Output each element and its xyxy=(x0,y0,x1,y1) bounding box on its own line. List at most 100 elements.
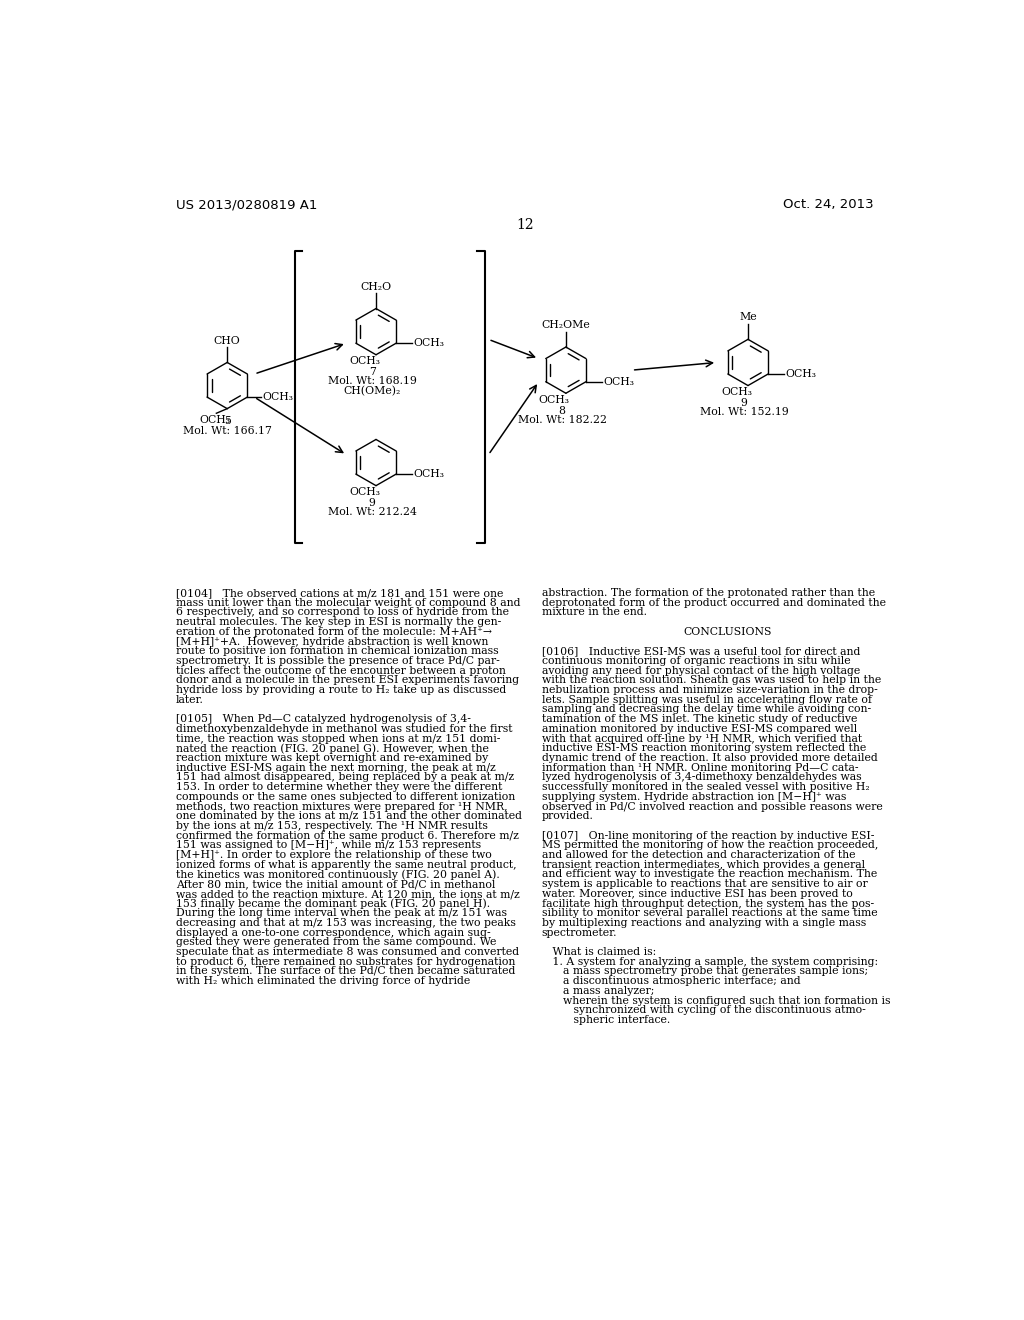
Text: tamination of the MS inlet. The kinetic study of reductive: tamination of the MS inlet. The kinetic … xyxy=(542,714,857,725)
Text: CH₂O: CH₂O xyxy=(360,281,391,292)
Text: displayed a one-to-one correspondence, which again sug-: displayed a one-to-one correspondence, w… xyxy=(176,928,490,937)
Text: and allowed for the detection and characterization of the: and allowed for the detection and charac… xyxy=(542,850,855,861)
Text: by the ions at m/z 153, respectively. The ¹H NMR results: by the ions at m/z 153, respectively. Th… xyxy=(176,821,487,830)
Text: spectrometry. It is possible the presence of trace Pd/C par-: spectrometry. It is possible the presenc… xyxy=(176,656,500,667)
Text: inductive ESI-MS again the next morning, the peak at m/z: inductive ESI-MS again the next morning,… xyxy=(176,763,496,772)
Text: Oct. 24, 2013: Oct. 24, 2013 xyxy=(783,198,873,211)
Text: inductive ESI-MS reaction monitoring system reflected the: inductive ESI-MS reaction monitoring sys… xyxy=(542,743,866,754)
Text: OCH₃: OCH₃ xyxy=(414,338,444,348)
Text: ionized forms of what is apparently the same neutral product,: ionized forms of what is apparently the … xyxy=(176,859,517,870)
Text: 153. In order to determine whether they were the different: 153. In order to determine whether they … xyxy=(176,783,503,792)
Text: abstraction. The formation of the protonated rather than the: abstraction. The formation of the proton… xyxy=(542,589,874,598)
Text: spectrometer.: spectrometer. xyxy=(542,928,617,937)
Text: 8: 8 xyxy=(558,405,565,416)
Text: CH(OMe)₂: CH(OMe)₂ xyxy=(343,385,400,396)
Text: methods, two reaction mixtures were prepared for ¹H NMR,: methods, two reaction mixtures were prep… xyxy=(176,801,508,812)
Text: OCH₃: OCH₃ xyxy=(539,395,569,405)
Text: lyzed hydrogenolysis of 3,4-dimethoxy benzaldehydes was: lyzed hydrogenolysis of 3,4-dimethoxy be… xyxy=(542,772,861,783)
Text: by multiplexing reactions and analyzing with a single mass: by multiplexing reactions and analyzing … xyxy=(542,917,866,928)
Text: mixture in the end.: mixture in the end. xyxy=(542,607,647,618)
Text: Mol. Wt: 212.24: Mol. Wt: 212.24 xyxy=(328,507,417,517)
Text: neutral molecules. The key step in ESI is normally the gen-: neutral molecules. The key step in ESI i… xyxy=(176,618,502,627)
Text: with the reaction solution. Sheath gas was used to help in the: with the reaction solution. Sheath gas w… xyxy=(542,676,881,685)
Text: 1. A system for analyzing a sample, the system comprising:: 1. A system for analyzing a sample, the … xyxy=(542,957,878,966)
Text: supplying system. Hydride abstraction ion [M−H]⁺ was: supplying system. Hydride abstraction io… xyxy=(542,792,846,801)
Text: OCH₃: OCH₃ xyxy=(200,414,230,425)
Text: During the long time interval when the peak at m/z 151 was: During the long time interval when the p… xyxy=(176,908,507,919)
Text: 9: 9 xyxy=(740,397,748,408)
Text: nebulization process and minimize size-variation in the drop-: nebulization process and minimize size-v… xyxy=(542,685,878,696)
Text: continuous monitoring of organic reactions in situ while: continuous monitoring of organic reactio… xyxy=(542,656,851,667)
Text: in the system. The surface of the Pd/C then became saturated: in the system. The surface of the Pd/C t… xyxy=(176,966,515,977)
Text: dynamic trend of the reaction. It also provided more detailed: dynamic trend of the reaction. It also p… xyxy=(542,752,878,763)
Text: transient reaction intermediates, which provides a general: transient reaction intermediates, which … xyxy=(542,859,865,870)
Text: observed in Pd/C involved reaction and possible reasons were: observed in Pd/C involved reaction and p… xyxy=(542,801,883,812)
Text: ticles affect the outcome of the encounter between a proton: ticles affect the outcome of the encount… xyxy=(176,665,506,676)
Text: the kinetics was monitored continuously (FIG. 20 panel A).: the kinetics was monitored continuously … xyxy=(176,870,500,880)
Text: confirmed the formation of the same product 6. Therefore m/z: confirmed the formation of the same prod… xyxy=(176,830,519,841)
Text: reaction mixture was kept overnight and re-examined by: reaction mixture was kept overnight and … xyxy=(176,752,488,763)
Text: route to positive ion formation in chemical ionization mass: route to positive ion formation in chemi… xyxy=(176,647,499,656)
Text: 6 respectively, and so correspond to loss of hydride from the: 6 respectively, and so correspond to los… xyxy=(176,607,509,618)
Text: speculate that as intermediate 8 was consumed and converted: speculate that as intermediate 8 was con… xyxy=(176,946,519,957)
Text: nated the reaction (FIG. 20 panel G). However, when the: nated the reaction (FIG. 20 panel G). Ho… xyxy=(176,743,488,754)
Text: compounds or the same ones subjected to different ionization: compounds or the same ones subjected to … xyxy=(176,792,515,801)
Text: [0105]   When Pd—C catalyzed hydrogenolysis of 3,4-: [0105] When Pd—C catalyzed hydrogenolysi… xyxy=(176,714,471,725)
Text: What is claimed is:: What is claimed is: xyxy=(542,946,656,957)
Text: lets. Sample splitting was useful in accelerating flow rate of: lets. Sample splitting was useful in acc… xyxy=(542,694,871,705)
Text: OCH₃: OCH₃ xyxy=(603,376,634,387)
Text: a mass analyzer;: a mass analyzer; xyxy=(542,986,654,995)
Text: gested they were generated from the same compound. We: gested they were generated from the same… xyxy=(176,937,497,948)
Text: sampling and decreasing the delay time while avoiding con-: sampling and decreasing the delay time w… xyxy=(542,705,871,714)
Text: 151 had almost disappeared, being replaced by a peak at m/z: 151 had almost disappeared, being replac… xyxy=(176,772,514,783)
Text: 12: 12 xyxy=(516,218,534,232)
Text: Me: Me xyxy=(739,313,757,322)
Text: OCH₃: OCH₃ xyxy=(349,487,380,498)
Text: US 2013/0280819 A1: US 2013/0280819 A1 xyxy=(176,198,317,211)
Text: CHO: CHO xyxy=(214,335,241,346)
Text: mass unit lower than the molecular weight of compound 8 and: mass unit lower than the molecular weigh… xyxy=(176,598,520,607)
Text: a mass spectrometry probe that generates sample ions;: a mass spectrometry probe that generates… xyxy=(542,966,868,977)
Text: OCH₃: OCH₃ xyxy=(349,356,380,366)
Text: avoiding any need for physical contact of the high voltage: avoiding any need for physical contact o… xyxy=(542,665,860,676)
Text: 7: 7 xyxy=(369,367,376,378)
Text: Mol. Wt: 166.17: Mol. Wt: 166.17 xyxy=(182,425,271,436)
Text: a discontinuous atmospheric interface; and: a discontinuous atmospheric interface; a… xyxy=(542,977,801,986)
Text: was added to the reaction mixture. At 120 min, the ions at m/z: was added to the reaction mixture. At 12… xyxy=(176,888,520,899)
Text: Mol. Wt: 182.22: Mol. Wt: 182.22 xyxy=(517,414,606,425)
Text: synchronized with cycling of the discontinuous atmo-: synchronized with cycling of the discont… xyxy=(542,1006,865,1015)
Text: [M+H]⁺+A.  However, hydride abstraction is well known: [M+H]⁺+A. However, hydride abstraction i… xyxy=(176,636,488,647)
Text: OCH₃: OCH₃ xyxy=(721,387,752,397)
Text: later.: later. xyxy=(176,694,204,705)
Text: 151 was assigned to [M−H]⁺, while m/z 153 represents: 151 was assigned to [M−H]⁺, while m/z 15… xyxy=(176,841,481,850)
Text: one dominated by the ions at m/z 151 and the other dominated: one dominated by the ions at m/z 151 and… xyxy=(176,812,522,821)
Text: with H₂ which eliminated the driving force of hydride: with H₂ which eliminated the driving for… xyxy=(176,977,470,986)
Text: eration of the protonated form of the molecule: M+AH⁺→: eration of the protonated form of the mo… xyxy=(176,627,493,636)
Text: 153 finally became the dominant peak (FIG. 20 panel H).: 153 finally became the dominant peak (FI… xyxy=(176,899,490,909)
Text: decreasing and that at m/z 153 was increasing, the two peaks: decreasing and that at m/z 153 was incre… xyxy=(176,917,516,928)
Text: system is applicable to reactions that are sensitive to air or: system is applicable to reactions that a… xyxy=(542,879,867,890)
Text: [0104]   The observed cations at m/z 181 and 151 were one: [0104] The observed cations at m/z 181 a… xyxy=(176,589,504,598)
Text: facilitate high throughput detection, the system has the pos-: facilitate high throughput detection, th… xyxy=(542,899,873,908)
Text: dimethoxybenzaldehyde in methanol was studied for the first: dimethoxybenzaldehyde in methanol was st… xyxy=(176,723,513,734)
Text: OCH₃: OCH₃ xyxy=(414,469,444,479)
Text: to product 6, there remained no substrates for hydrogenation: to product 6, there remained no substrat… xyxy=(176,957,515,966)
Text: water. Moreover, since inductive ESI has been proved to: water. Moreover, since inductive ESI has… xyxy=(542,888,853,899)
Text: amination monitored by inductive ESI-MS compared well: amination monitored by inductive ESI-MS … xyxy=(542,723,857,734)
Text: Mol. Wt: 168.19: Mol. Wt: 168.19 xyxy=(328,376,417,387)
Text: with that acquired off-line by ¹H NMR, which verified that: with that acquired off-line by ¹H NMR, w… xyxy=(542,734,862,743)
Text: MS permitted the monitoring of how the reaction proceeded,: MS permitted the monitoring of how the r… xyxy=(542,841,879,850)
Text: deprotonated form of the product occurred and dominated the: deprotonated form of the product occurre… xyxy=(542,598,886,607)
Text: OCH₃: OCH₃ xyxy=(263,392,294,403)
Text: [0106]   Inductive ESI-MS was a useful tool for direct and: [0106] Inductive ESI-MS was a useful too… xyxy=(542,647,860,656)
Text: spheric interface.: spheric interface. xyxy=(542,1015,670,1024)
Text: and efficient way to investigate the reaction mechanism. The: and efficient way to investigate the rea… xyxy=(542,870,878,879)
Text: 5: 5 xyxy=(224,416,230,426)
Text: Mol. Wt: 152.19: Mol. Wt: 152.19 xyxy=(699,407,788,417)
Text: CONCLUSIONS: CONCLUSIONS xyxy=(684,627,772,636)
Text: After 80 min, twice the initial amount of Pd/C in methanol: After 80 min, twice the initial amount o… xyxy=(176,879,496,890)
Text: 9: 9 xyxy=(369,498,376,508)
Text: [M+H]⁺. In order to explore the relationship of these two: [M+H]⁺. In order to explore the relation… xyxy=(176,850,492,861)
Text: CH₂OMe: CH₂OMe xyxy=(542,321,590,330)
Text: hydride loss by providing a route to H₂ take up as discussed: hydride loss by providing a route to H₂ … xyxy=(176,685,506,696)
